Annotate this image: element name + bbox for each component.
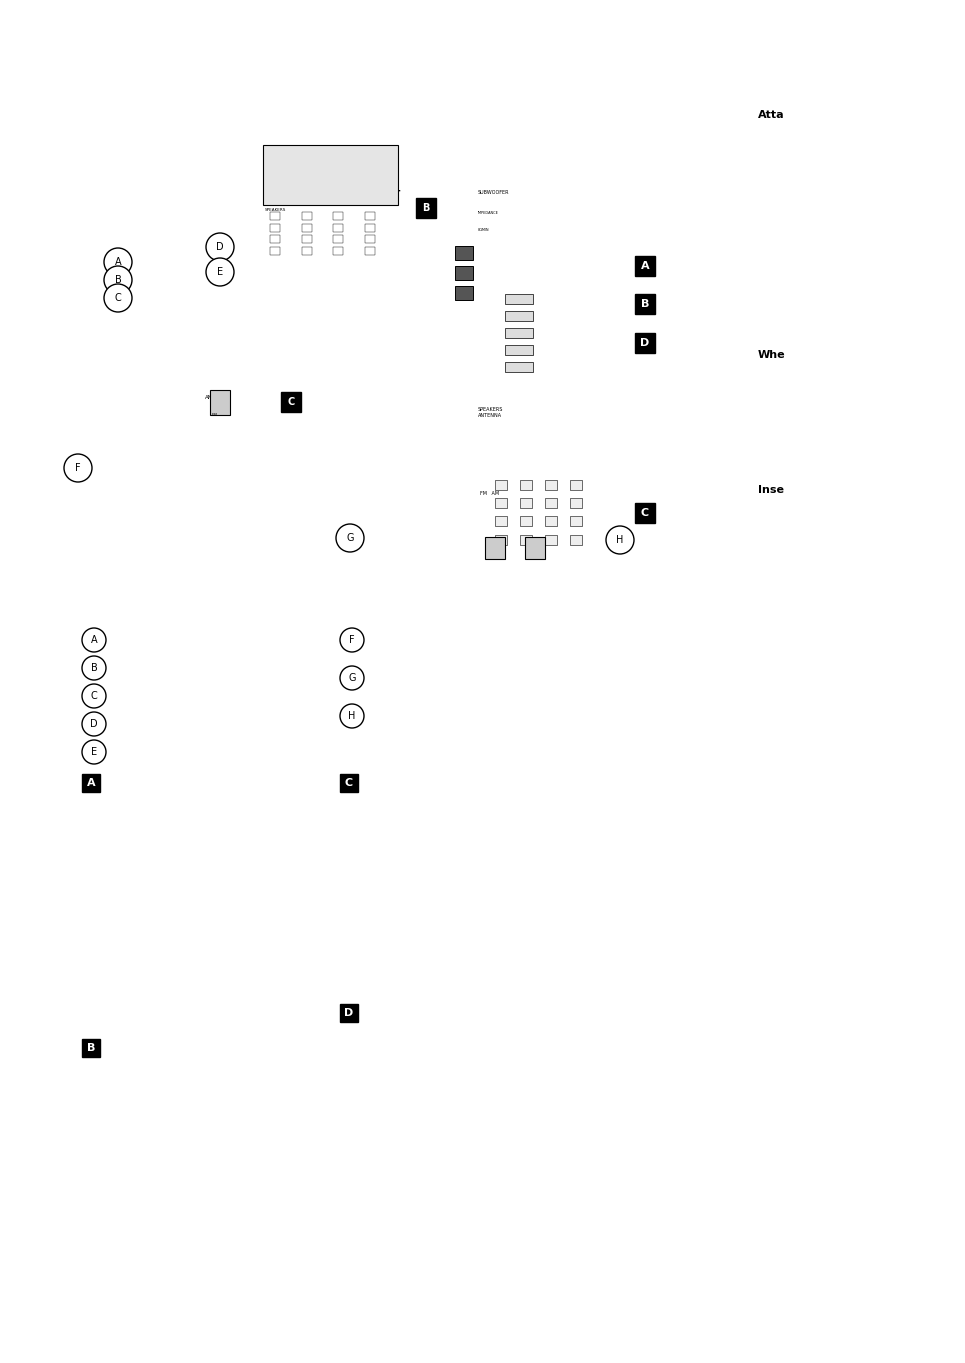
- Bar: [340, 1003, 358, 1022]
- Text: To left speaker: To left speaker: [112, 662, 193, 673]
- Bar: [495, 480, 507, 491]
- Text: D: D: [641, 338, 649, 348]
- Text: IMPEDANCE: IMPEDANCE: [478, 211, 499, 215]
- Text: To right speaker: To right speaker: [112, 691, 201, 701]
- Text: D: D: [90, 720, 97, 729]
- Text: Connect the subwoofer cord to
the SUBWOOFER jack. Place the
subwoofer vertically: Connect the subwoofer cord to the SUBWOO…: [82, 812, 296, 976]
- Bar: [450, 457, 472, 474]
- Ellipse shape: [104, 248, 132, 275]
- Text: Inse: Inse: [758, 485, 784, 495]
- Text: For MHC-ECL77BT: For MHC-ECL77BT: [295, 189, 400, 200]
- Bar: [485, 537, 505, 559]
- Text: A: A: [641, 260, 649, 271]
- Ellipse shape: [340, 667, 364, 690]
- Ellipse shape: [104, 266, 132, 294]
- Text: C: C: [641, 507, 649, 518]
- Ellipse shape: [336, 523, 364, 552]
- Bar: [505, 345, 533, 354]
- Text: C: C: [91, 691, 97, 701]
- Ellipse shape: [64, 454, 92, 483]
- Text: E: E: [91, 747, 97, 756]
- Text: G: G: [348, 673, 356, 683]
- Bar: [635, 333, 655, 353]
- Bar: [302, 236, 312, 244]
- Bar: [340, 774, 358, 792]
- Bar: [505, 361, 533, 372]
- Text: FRONT SPEAKERS (MHC-
ECL99BT)/SPEAKERS (MHC-
ECL77BT): FRONT SPEAKERS (MHC- ECL99BT)/SPEAKERS (…: [105, 1024, 310, 1069]
- Text: H: H: [617, 536, 623, 545]
- Bar: [520, 480, 532, 491]
- Bar: [302, 213, 312, 219]
- Bar: [520, 517, 532, 526]
- Bar: [570, 534, 582, 545]
- Text: ANTENNA: ANTENNA: [363, 774, 435, 788]
- Bar: [455, 266, 473, 279]
- Text: B: B: [91, 662, 97, 673]
- Bar: [748, 477, 965, 504]
- Text: Getting Started: Getting Started: [95, 110, 192, 120]
- Text: B: B: [641, 298, 649, 309]
- Bar: [263, 144, 398, 204]
- Ellipse shape: [82, 740, 106, 765]
- Bar: [270, 213, 280, 219]
- Bar: [505, 327, 533, 338]
- Text: SUBWOOFER: SUBWOOFER: [478, 189, 510, 195]
- Bar: [281, 393, 301, 412]
- Text: Insert
(supp
show: Insert (supp show: [750, 510, 780, 548]
- Bar: [333, 213, 344, 219]
- Bar: [195, 510, 340, 566]
- Bar: [505, 311, 533, 320]
- Text: Connect the power cord to a wall
outlet.: Connect the power cord to a wall outlet.: [340, 1041, 525, 1066]
- Text: B: B: [87, 1043, 96, 1052]
- Bar: [635, 294, 655, 313]
- Ellipse shape: [206, 258, 234, 286]
- Bar: [570, 497, 582, 508]
- Text: (Nort
and A: (Nort and A: [750, 144, 780, 169]
- Bar: [380, 457, 402, 474]
- Text: Make
and n
remo
outlet: Make and n remo outlet: [750, 373, 781, 425]
- Text: ANTENNA: ANTENNA: [205, 395, 232, 399]
- Bar: [475, 403, 625, 559]
- Text: GB: GB: [107, 1205, 123, 1214]
- Bar: [415, 457, 437, 474]
- Text: 8ΩMIN: 8ΩMIN: [478, 228, 489, 232]
- Bar: [520, 497, 532, 508]
- Text: 10: 10: [82, 1193, 105, 1210]
- Bar: [270, 224, 280, 232]
- Ellipse shape: [606, 526, 634, 553]
- Text: D: D: [216, 243, 224, 252]
- Ellipse shape: [82, 628, 106, 652]
- Bar: [82, 774, 100, 792]
- Bar: [505, 293, 533, 304]
- Text: MHC-: MHC-: [883, 1317, 907, 1325]
- Bar: [545, 480, 557, 491]
- Text: FM lead antenna (Extend it
    horizontally.): FM lead antenna (Extend it horizontally.…: [370, 630, 521, 650]
- Bar: [333, 224, 344, 232]
- Text: Atta: Atta: [758, 110, 785, 120]
- Ellipse shape: [82, 656, 106, 680]
- Text: For North American model: For North American model: [268, 375, 432, 384]
- Bar: [255, 125, 440, 215]
- Text: E: E: [217, 267, 223, 277]
- Polygon shape: [630, 144, 655, 570]
- Text: C: C: [345, 778, 353, 788]
- Bar: [520, 534, 532, 545]
- Text: To subwoofer: To subwoofer: [112, 635, 185, 645]
- Text: B: B: [115, 275, 122, 285]
- Bar: [545, 534, 557, 545]
- Ellipse shape: [206, 233, 234, 260]
- Text: SPEAKERS: SPEAKERS: [265, 209, 287, 213]
- Bar: [365, 213, 375, 219]
- Text: To wall outlet: To wall outlet: [370, 711, 444, 721]
- Text: G: G: [346, 533, 354, 542]
- Text: Attac
to the
and s
slippi: Attac to the and s slippi: [750, 185, 781, 237]
- Bar: [475, 413, 625, 563]
- Text: ANTENNA: ANTENNA: [478, 413, 502, 418]
- Text: Speaker cord (Red/⊕): Speaker cord (Red/⊕): [112, 720, 232, 729]
- Text: Notes
• With
  for a
• If yo
  long
  avoi
  corro: Notes • With for a • If yo long avoi cor…: [750, 615, 784, 709]
- Bar: [635, 503, 655, 522]
- Bar: [270, 236, 280, 244]
- Bar: [302, 247, 312, 255]
- Text: Connect the speaker cords.: Connect the speaker cords.: [82, 1114, 234, 1123]
